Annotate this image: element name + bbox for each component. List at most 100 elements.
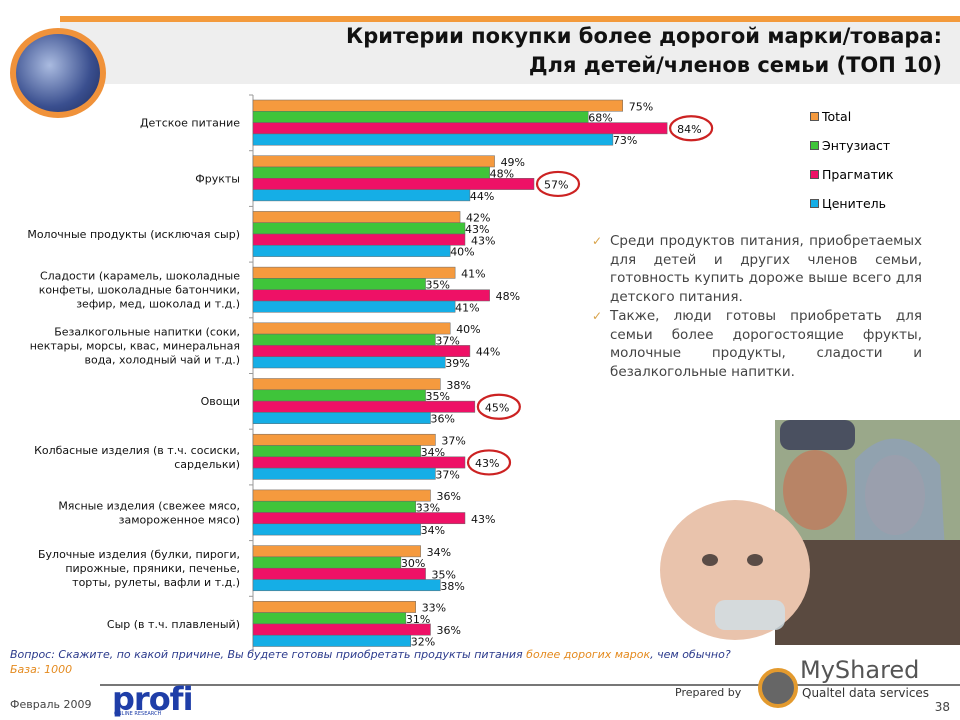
survey-question: Вопрос: Скажите, по какой причине, Вы бу… [10, 647, 731, 677]
legend-item-connoisseur: Ценитель [810, 189, 894, 218]
category-label: сардельки) [174, 458, 240, 471]
bar-0 [252, 99, 623, 112]
data-label: 75% [629, 100, 653, 113]
category-label: Мясные изделия (свежее мясо, [58, 500, 240, 513]
bar-2 [252, 289, 490, 302]
data-label: 33% [416, 502, 440, 515]
data-label: 34% [421, 524, 445, 537]
bar-3 [252, 579, 441, 592]
data-label: 43% [475, 457, 499, 470]
data-label: 37% [435, 468, 459, 481]
bar-0 [252, 545, 421, 558]
data-label: 40% [456, 323, 480, 336]
bar-0 [252, 601, 416, 613]
data-label: 30% [401, 557, 425, 570]
qualtel-logo-icon [758, 668, 798, 708]
data-label: 34% [427, 546, 451, 559]
question-highlight: более дорогих марок [526, 648, 651, 661]
bar-3 [252, 189, 471, 202]
legend-item-enthusiast: Энтузиаст [810, 131, 894, 160]
footer-divider [100, 684, 960, 686]
legend-label: Прагматик [822, 167, 894, 182]
category-label: Фрукты [195, 172, 240, 185]
legend-label: Энтузиаст [822, 138, 891, 153]
bar-1 [252, 612, 407, 625]
data-label: 35% [426, 279, 450, 292]
bar-3 [252, 634, 412, 647]
bar-3 [252, 133, 614, 146]
bar-2 [252, 400, 476, 413]
commentary: Среди продуктов питания, приобретаемых д… [592, 232, 922, 382]
bar-1 [252, 222, 466, 235]
bar-0 [252, 378, 441, 391]
globe-logo-icon [10, 28, 106, 118]
question-suffix: , чем обычно? [650, 648, 731, 661]
title-line-1: Критерии покупки более дорогой марки/тов… [346, 24, 942, 48]
watermark: MyShared [800, 656, 920, 684]
question-text: Вопрос: Скажите, по какой причине, Вы бу… [10, 648, 527, 661]
bar-0 [252, 322, 451, 335]
legend-label: Ценитель [822, 196, 887, 211]
bullet-1: Среди продуктов питания, приобретаемых д… [592, 232, 922, 307]
data-label: 37% [441, 435, 465, 448]
bar-1 [252, 500, 416, 513]
highlight-circle [669, 115, 714, 142]
bar-2 [252, 178, 535, 190]
bar-2 [252, 122, 668, 135]
category-label: конфеты, шоколадные батончики, [39, 284, 240, 297]
bar-1 [252, 278, 426, 290]
date-label: Февраль 2009 [10, 698, 92, 711]
header-band [60, 22, 960, 84]
category-label: Сладости (карамель, шоколадные [40, 270, 240, 283]
bar-3 [252, 467, 436, 480]
page-number: 38 [934, 700, 950, 714]
bullet-2: Также, люди готовы приобретать для семьи… [592, 307, 922, 382]
data-label: 73% [613, 134, 637, 147]
bar-0 [252, 211, 461, 223]
legend-item-total: Total [810, 102, 894, 131]
legend-swatch [810, 141, 819, 150]
category-label: Колбасные изделия (в т.ч. сосиски, [34, 444, 240, 457]
chart-legend: Total Энтузиаст Прагматик Ценитель [810, 102, 894, 218]
profi-logo-subtitle: ONLINE RESEARCH [114, 711, 162, 717]
category-label: нектары, морсы, квас, минеральная [30, 339, 240, 352]
bar-0 [252, 489, 431, 502]
data-label: 39% [445, 357, 469, 370]
bar-1 [252, 556, 402, 569]
sample-base: База: 1000 [10, 663, 73, 676]
bar-3 [252, 300, 456, 313]
bar-0 [252, 155, 495, 168]
family-photo [660, 420, 960, 645]
category-label: пирожные, пряники, печенье, [65, 562, 240, 575]
bar-2 [252, 456, 466, 469]
bar-3 [252, 245, 451, 257]
data-label: 41% [455, 301, 479, 314]
data-label: 45% [485, 401, 509, 414]
category-label: Безалкогольные напитки (соки, [54, 325, 240, 338]
bar-1 [252, 445, 421, 458]
bar-0 [252, 266, 456, 279]
legend-swatch [810, 112, 819, 121]
data-label: 43% [471, 513, 495, 526]
legend-swatch [810, 170, 819, 179]
data-label: 42% [466, 212, 490, 225]
data-label: 48% [496, 290, 520, 303]
category-label: зефир, мед, шоколад и т.д.) [76, 298, 240, 311]
legend-swatch [810, 199, 819, 208]
category-label: Сыр (в т.ч. плавленый) [107, 618, 240, 631]
category-label: замороженное мясо) [119, 514, 240, 527]
bar-1 [252, 111, 589, 123]
highlight-circle [476, 393, 521, 420]
category-label: Булочные изделия (булки, пироги, [38, 548, 240, 561]
data-label: 68% [588, 112, 612, 125]
profi-logo: profi [112, 680, 194, 718]
data-label: 38% [446, 379, 470, 392]
legend-item-pragmatic: Прагматик [810, 160, 894, 189]
data-label: 44% [476, 346, 500, 359]
data-label: 84% [677, 123, 701, 136]
bar-2 [252, 345, 471, 357]
data-label: 31% [406, 613, 430, 626]
data-label: 40% [450, 246, 474, 259]
data-label: 43% [471, 234, 495, 247]
